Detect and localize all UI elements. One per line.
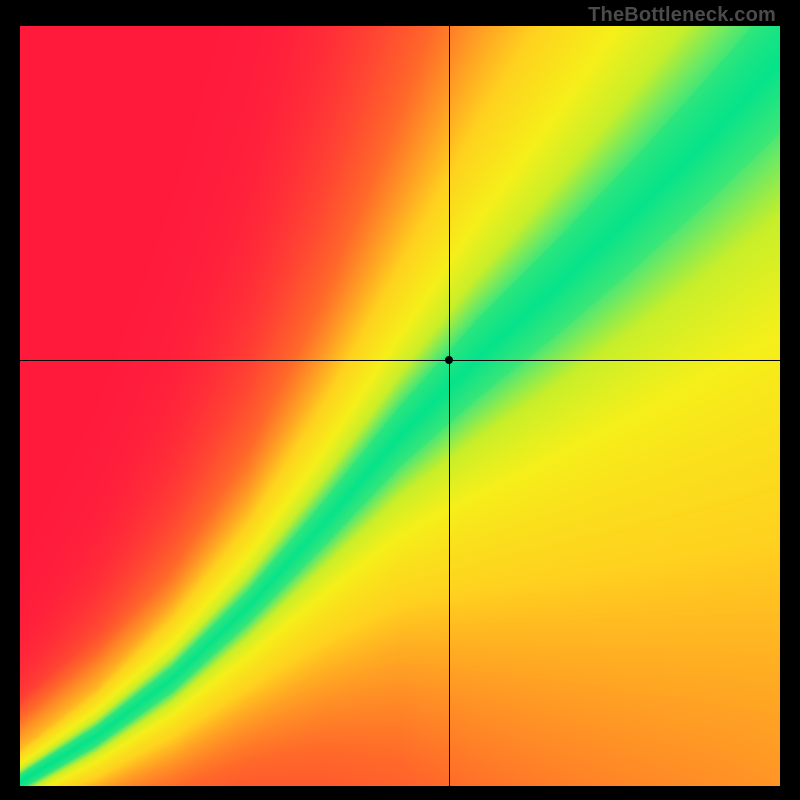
heatmap-plot [20,26,780,786]
crosshair-vertical [449,26,450,786]
crosshair-horizontal [20,360,780,361]
watermark-text: TheBottleneck.com [588,4,776,27]
crosshair-marker [445,356,453,364]
heatmap-canvas [20,26,780,786]
